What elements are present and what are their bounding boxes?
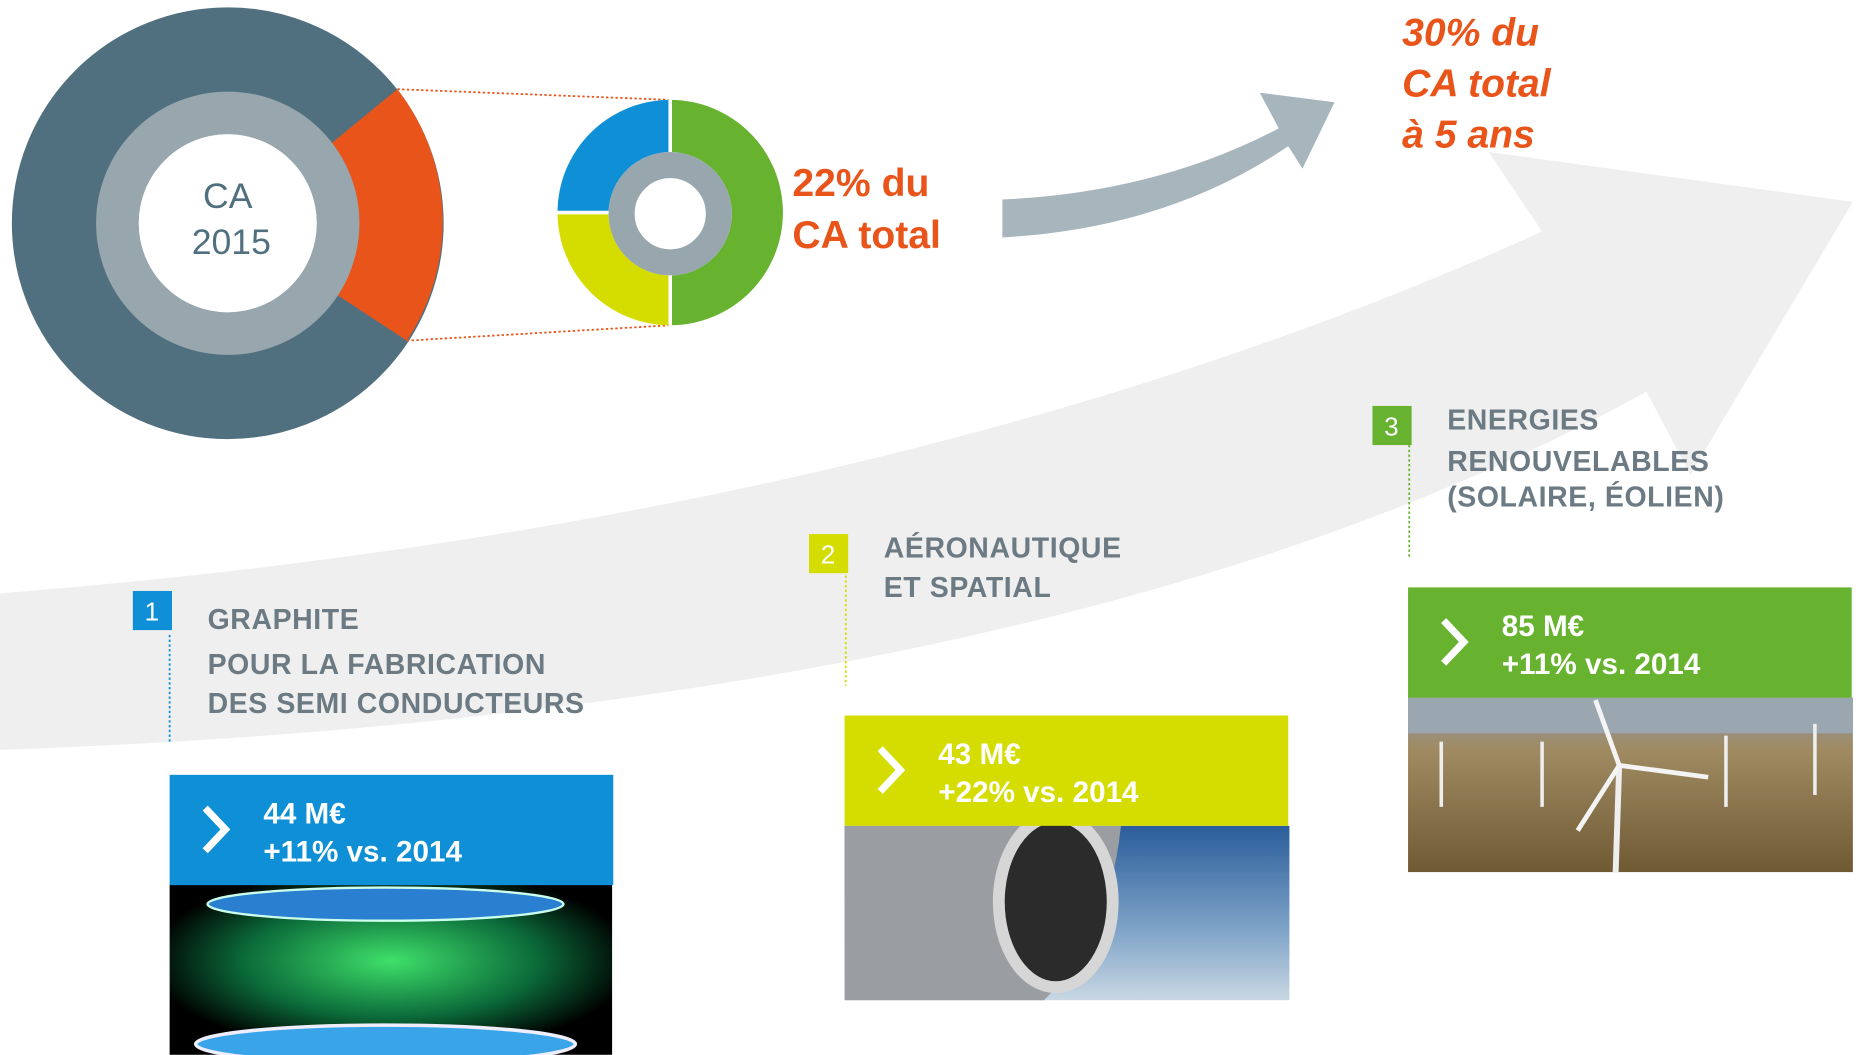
growth: +11% vs. 2014 (1502, 648, 1701, 681)
photo-wind (1408, 697, 1853, 873)
donut-label: CA (203, 176, 253, 216)
chevron (1441, 618, 1469, 666)
segment-title: POUR LA FABRICATION (208, 649, 546, 681)
donut-inner-ring (608, 152, 732, 276)
share-text: CA total (792, 214, 941, 257)
donut-hole (138, 134, 317, 313)
amount: 44 M€ (263, 797, 345, 830)
segment-title: ENERGIES (1447, 405, 1599, 437)
segment-title: DES SEMI CONDUCTEURS (208, 688, 585, 720)
number-badge (132, 590, 173, 631)
segment-title: ET SPATIAL (884, 572, 1052, 604)
donut-slice (557, 212, 671, 326)
amount: 85 M€ (1502, 610, 1584, 643)
segment-title: AÉRONAUTIQUE (884, 533, 1122, 565)
chevron (202, 805, 231, 854)
share-text: 22% du (792, 162, 929, 205)
segment-title: (SOLAIRE, ÉOLIEN) (1447, 482, 1724, 514)
target-text: 30% du (1402, 11, 1539, 54)
arrow (1002, 92, 1335, 238)
value-box (1408, 587, 1852, 698)
growth-swoosh (0, 152, 1853, 750)
connector (406, 324, 671, 342)
target-text: CA total (1402, 62, 1552, 105)
photo-graphite (169, 883, 613, 1055)
number-label: 3 (1384, 412, 1399, 442)
donut-label: 2015 (192, 222, 271, 262)
donut-highlight (325, 89, 443, 341)
photo-aero (844, 810, 1290, 1001)
connector (397, 88, 671, 101)
donut-inner-ring (96, 91, 360, 355)
number-label: 2 (821, 540, 836, 570)
amount: 43 M€ (938, 738, 1020, 771)
value-box (844, 715, 1289, 826)
growth: +22% vs. 2014 (938, 776, 1139, 809)
segment-title: RENOUVELABLES (1447, 446, 1709, 478)
donut-slice (670, 99, 783, 326)
number-label: 1 (145, 597, 160, 627)
donut-slice (557, 99, 671, 213)
number-badge (1372, 405, 1412, 446)
segment-title: GRAPHITE (208, 604, 360, 636)
number-badge (809, 534, 849, 574)
target-text: à 5 ans (1402, 113, 1535, 156)
chevron (877, 746, 906, 794)
value-box (169, 774, 614, 886)
growth: +11% vs. 2014 (263, 835, 462, 868)
